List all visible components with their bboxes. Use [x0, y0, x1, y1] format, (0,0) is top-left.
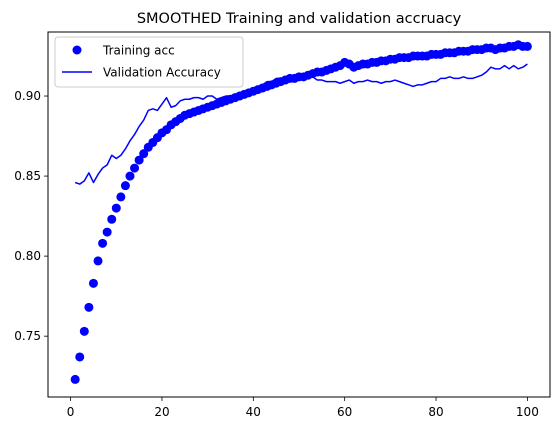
plot-area: [48, 32, 550, 397]
x-tick-label: 100: [516, 405, 539, 419]
training-acc-point: [139, 149, 149, 159]
training-acc-point: [120, 181, 130, 191]
legend: Training acc Validation Accuracy: [54, 36, 244, 88]
training-acc-point: [134, 155, 144, 165]
legend-label-validation-accuracy: Validation Accuracy: [103, 66, 221, 80]
x-tick-label: 60: [337, 405, 352, 419]
training-acc-point: [130, 163, 140, 173]
chart-title: SMOOTHED Training and validation accruac…: [137, 11, 462, 27]
training-acc-point: [88, 278, 98, 288]
legend-box: [54, 36, 244, 88]
y-axis: 0.75 0.80 0.85 0.90: [14, 89, 48, 343]
series-training-acc: [70, 40, 532, 384]
y-tick-label: 0.80: [14, 249, 41, 263]
training-acc-point: [522, 41, 532, 51]
x-tick-label: 0: [67, 405, 75, 419]
x-tick-label: 40: [246, 405, 261, 419]
training-acc-point: [75, 352, 85, 362]
y-tick-label: 0.85: [14, 169, 41, 183]
training-acc-point: [79, 326, 89, 336]
training-acc-point: [70, 374, 80, 384]
x-tick-label: 20: [154, 405, 169, 419]
training-acc-point: [111, 203, 121, 213]
x-axis: 0 20 40 60 80 100: [67, 397, 539, 419]
training-acc-point: [102, 227, 112, 237]
training-acc-point: [93, 256, 103, 266]
training-acc-point: [98, 238, 108, 248]
x-tick-label: 80: [428, 405, 443, 419]
training-acc-point: [116, 192, 126, 202]
training-acc-point: [84, 302, 94, 312]
y-tick-label: 0.90: [14, 89, 41, 103]
legend-label-training-acc: Training acc: [102, 44, 175, 58]
training-acc-point: [125, 171, 135, 181]
y-tick-label: 0.75: [14, 329, 41, 343]
training-acc-point: [107, 214, 117, 224]
series-validation-accuracy-line: [74, 63, 528, 185]
series-layer: [70, 40, 532, 384]
legend-marker-training-acc: [72, 45, 82, 55]
plot-frame: [47, 31, 551, 398]
